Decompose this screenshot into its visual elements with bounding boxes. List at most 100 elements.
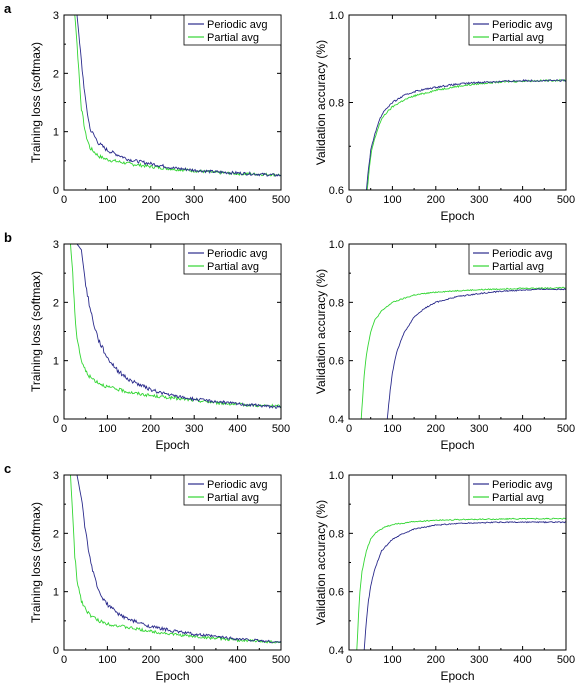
panel-4: 0 100 200 300 400 500 0.4 0.6 0.8 1.0 Epoch Validat… <box>314 239 575 452</box>
y-tick-label: 0.8 <box>329 528 344 540</box>
y-tick-label: 3 <box>53 470 59 482</box>
legend-entry: Partial avg <box>492 261 544 273</box>
y-tick-label: 0.6 <box>329 587 344 599</box>
legend-entry: Partial avg <box>207 261 259 273</box>
panel-2: 0 100 200 300 400 500 0.6 0.8 1.0 Epoch Validation… <box>314 10 575 223</box>
series-group <box>366 78 566 190</box>
x-tick-label: 100 <box>383 194 401 206</box>
legend-entry: Periodic avg <box>492 19 553 31</box>
series-line-periodic <box>64 15 281 177</box>
y-axis-label: Training loss (softmax) <box>29 42 43 163</box>
series-line-partial <box>64 15 281 178</box>
x-tick-label: 400 <box>513 194 531 206</box>
series-group <box>64 15 281 178</box>
y-axis-label: Training loss (softmax) <box>29 271 43 392</box>
series-group <box>64 244 281 409</box>
x-axis-label: Epoch <box>155 669 189 683</box>
x-tick-label: 100 <box>383 654 401 666</box>
series-line-partial <box>64 475 281 644</box>
y-axis-label: Validation accuracy (%) <box>314 40 328 165</box>
series-line-periodic <box>386 288 566 419</box>
x-tick-label: 0 <box>346 194 352 206</box>
y-tick-label: 0 <box>53 645 59 657</box>
x-tick-label: 200 <box>427 654 445 666</box>
series-group <box>360 286 566 419</box>
x-tick-label: 0 <box>61 194 67 206</box>
legend-entry: Periodic avg <box>207 19 268 31</box>
legend-entry: Periodic avg <box>492 479 553 491</box>
x-tick-label: 400 <box>228 423 246 435</box>
y-tick-label: 1 <box>53 127 59 139</box>
x-tick-label: 200 <box>142 194 160 206</box>
x-tick-label: 0 <box>346 654 352 666</box>
x-tick-label: 200 <box>427 423 445 435</box>
series-line-partial <box>64 244 281 409</box>
x-tick-label: 100 <box>383 423 401 435</box>
x-tick-label: 300 <box>185 194 203 206</box>
x-tick-label: 500 <box>557 654 575 666</box>
x-tick-label: 400 <box>513 654 531 666</box>
x-tick-label: 300 <box>470 194 488 206</box>
legend-entry: Periodic avg <box>207 479 268 491</box>
x-tick-label: 500 <box>557 194 575 206</box>
x-tick-label: 500 <box>272 654 290 666</box>
x-tick-label: 300 <box>470 654 488 666</box>
x-tick-label: 200 <box>142 654 160 666</box>
y-tick-label: 0.6 <box>329 356 344 368</box>
series-line-periodic <box>363 521 566 650</box>
legend-box <box>183 474 282 506</box>
y-tick-label: 3 <box>53 239 59 251</box>
panel-label: a <box>4 1 12 16</box>
legend-entry: Periodic avg <box>492 248 553 260</box>
x-axis-label: Epoch <box>440 438 474 452</box>
y-tick-label: 0.4 <box>329 414 344 426</box>
y-axis-label: Validation accuracy (%) <box>314 269 328 394</box>
panel-5: c 0 100 200 300 400 500 0 1 2 3 Epoch Training loss … <box>4 461 290 683</box>
x-tick-label: 500 <box>272 194 290 206</box>
y-tick-label: 0 <box>53 414 59 426</box>
series-line-partial <box>360 286 566 419</box>
panel-label: b <box>4 230 12 245</box>
y-tick-label: 2 <box>53 68 59 80</box>
y-tick-label: 0 <box>53 185 59 197</box>
x-tick-label: 200 <box>427 194 445 206</box>
y-tick-label: 0.6 <box>329 185 344 197</box>
y-tick-label: 0.4 <box>329 645 344 657</box>
panel-6: 0 100 200 300 400 500 0.4 0.6 0.8 1.0 Epoch Validat… <box>314 470 575 683</box>
y-tick-label: 0.8 <box>329 98 344 110</box>
legend-box <box>468 243 567 275</box>
legend-entry: Periodic avg <box>207 248 268 260</box>
series-line-partial <box>356 517 566 650</box>
x-tick-label: 300 <box>470 423 488 435</box>
x-axis-label: Epoch <box>440 209 474 223</box>
series-line-partial <box>366 78 566 190</box>
x-axis-label: Epoch <box>155 438 189 452</box>
x-tick-label: 100 <box>98 423 116 435</box>
x-tick-label: 100 <box>98 654 116 666</box>
x-tick-label: 500 <box>557 423 575 435</box>
x-tick-label: 300 <box>185 654 203 666</box>
series-group <box>356 517 566 650</box>
y-tick-label: 1 <box>53 356 59 368</box>
x-tick-label: 100 <box>98 194 116 206</box>
x-tick-label: 500 <box>272 423 290 435</box>
y-axis-label: Validation accuracy (%) <box>314 500 328 625</box>
panel-3: b 0 100 200 300 400 500 0 1 2 3 Epoch Training loss … <box>4 230 290 452</box>
legend-entry: Partial avg <box>207 32 259 44</box>
x-tick-label: 200 <box>142 423 160 435</box>
panel-label: c <box>4 461 11 476</box>
y-tick-label: 1.0 <box>329 239 344 251</box>
x-tick-label: 0 <box>61 423 67 435</box>
series-group <box>64 475 281 644</box>
x-tick-label: 300 <box>185 423 203 435</box>
y-tick-label: 1.0 <box>329 10 344 22</box>
legend-box <box>183 243 282 275</box>
legend-box <box>183 14 282 46</box>
x-axis-label: Epoch <box>155 209 189 223</box>
legend-entry: Partial avg <box>492 32 544 44</box>
